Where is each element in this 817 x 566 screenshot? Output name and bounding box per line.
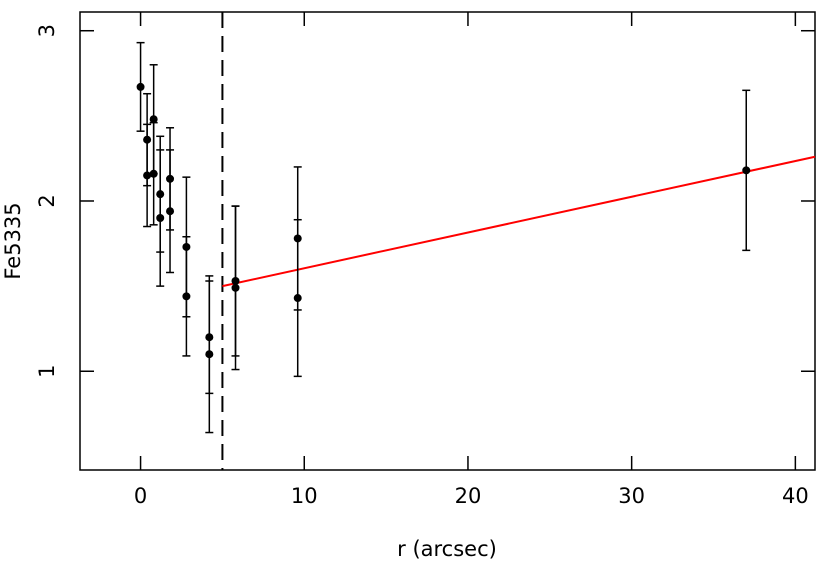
- y-tick-label: 3: [35, 24, 59, 37]
- data-point: [149, 169, 158, 178]
- x-tick-label: 10: [291, 484, 318, 508]
- y-axis-label: Fe5335: [1, 202, 25, 279]
- x-tick-label: 40: [782, 484, 809, 508]
- x-tick-label: 20: [455, 484, 482, 508]
- data-point: [166, 207, 175, 216]
- data-point: [143, 171, 152, 180]
- data-point: [293, 294, 302, 303]
- data-point: [742, 166, 751, 175]
- data-point: [182, 292, 191, 301]
- data-point: [156, 214, 165, 223]
- x-tick-label: 30: [618, 484, 645, 508]
- y-tick-label: 1: [35, 365, 59, 378]
- data-point: [231, 283, 240, 292]
- fit-line: [222, 155, 816, 288]
- y-tick-label: 2: [35, 194, 59, 207]
- data-point: [149, 115, 158, 124]
- data-point: [136, 82, 145, 91]
- x-axis-label: r (arcsec): [397, 537, 497, 561]
- data-point: [205, 350, 214, 359]
- x-tick-label: 0: [134, 484, 147, 508]
- plot-frame: [79, 11, 816, 471]
